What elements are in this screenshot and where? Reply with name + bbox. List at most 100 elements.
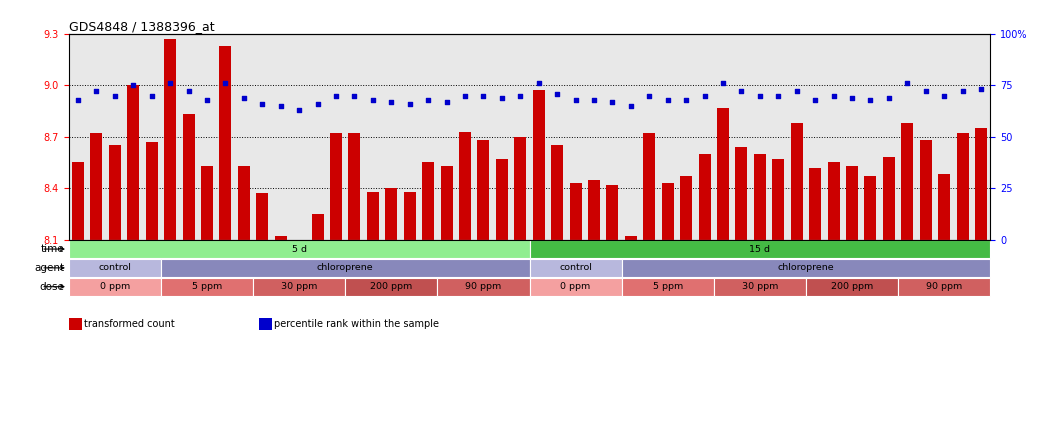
Text: 30 ppm: 30 ppm — [281, 282, 318, 291]
Text: agent: agent — [34, 263, 65, 273]
Text: chloroprene: chloroprene — [777, 264, 834, 272]
Point — [844, 94, 861, 101]
Bar — [253, 277, 345, 296]
Bar — [385, 188, 397, 240]
Point — [235, 94, 252, 101]
Bar — [146, 142, 158, 240]
Bar — [274, 236, 287, 240]
Point — [401, 100, 418, 107]
Point — [346, 92, 363, 99]
Point — [438, 99, 455, 105]
Text: 30 ppm: 30 ppm — [741, 282, 778, 291]
Text: 5 ppm: 5 ppm — [192, 282, 222, 291]
Bar — [345, 277, 437, 296]
Point — [659, 96, 677, 103]
Bar — [109, 146, 121, 240]
Bar — [846, 166, 858, 240]
Point — [568, 96, 585, 103]
Bar — [975, 128, 987, 240]
Text: control: control — [559, 264, 592, 272]
Bar — [530, 240, 990, 258]
Bar — [588, 180, 600, 240]
Text: 0 ppm: 0 ppm — [560, 282, 591, 291]
Point — [531, 80, 548, 87]
Bar — [311, 214, 324, 240]
Bar — [478, 140, 489, 240]
Bar — [256, 193, 268, 240]
Point — [733, 88, 750, 95]
Point — [917, 88, 934, 95]
Point — [254, 100, 271, 107]
Bar — [219, 46, 232, 240]
Bar — [164, 39, 176, 240]
Bar — [643, 133, 656, 240]
Point — [309, 100, 326, 107]
Bar — [956, 133, 969, 240]
Bar — [530, 277, 622, 296]
Bar — [864, 176, 877, 240]
Point — [752, 92, 769, 99]
Bar — [622, 277, 714, 296]
Bar — [622, 259, 990, 277]
Point — [936, 92, 953, 99]
Text: transformed count: transformed count — [84, 319, 175, 329]
Point — [807, 96, 824, 103]
Text: 90 ppm: 90 ppm — [926, 282, 963, 291]
Text: 5 ppm: 5 ppm — [652, 282, 683, 291]
Point — [474, 92, 491, 99]
Bar — [809, 168, 821, 240]
Bar — [127, 85, 140, 240]
Point — [143, 92, 160, 99]
Point — [511, 92, 528, 99]
Bar — [515, 137, 526, 240]
Point — [419, 96, 436, 103]
Bar — [772, 159, 785, 240]
Bar — [551, 146, 563, 240]
Text: control: control — [98, 264, 131, 272]
Bar — [238, 166, 250, 240]
Point — [715, 80, 732, 87]
Point — [456, 92, 473, 99]
Bar — [901, 123, 913, 240]
Bar — [662, 183, 674, 240]
Bar — [161, 277, 253, 296]
Point — [678, 96, 695, 103]
Point — [623, 102, 640, 109]
Text: 0 ppm: 0 ppm — [100, 282, 130, 291]
Bar — [366, 192, 379, 240]
Point — [383, 99, 400, 105]
Bar — [72, 162, 84, 240]
Bar — [423, 162, 434, 240]
Bar — [441, 166, 452, 240]
Bar — [680, 176, 693, 240]
Bar — [496, 159, 508, 240]
Point — [770, 92, 787, 99]
Point — [788, 88, 805, 95]
Text: 200 ppm: 200 ppm — [371, 282, 412, 291]
Bar — [699, 154, 711, 240]
Point — [106, 92, 124, 99]
Bar — [437, 277, 530, 296]
Point — [493, 94, 510, 101]
Point — [641, 92, 658, 99]
Point — [899, 80, 916, 87]
Bar — [182, 115, 195, 240]
Point — [88, 88, 105, 95]
Bar — [533, 91, 544, 240]
Bar — [806, 277, 898, 296]
Point — [272, 102, 289, 109]
Bar — [717, 107, 729, 240]
Bar — [791, 123, 803, 240]
Bar — [570, 183, 581, 240]
Point — [972, 86, 989, 93]
Bar — [403, 192, 416, 240]
Bar — [898, 277, 990, 296]
Point — [880, 94, 897, 101]
Bar — [714, 277, 806, 296]
Point — [696, 92, 713, 99]
Bar — [90, 133, 103, 240]
Bar — [919, 140, 932, 240]
Bar — [330, 133, 342, 240]
Text: 5 d: 5 d — [291, 244, 307, 253]
Bar — [459, 132, 471, 240]
